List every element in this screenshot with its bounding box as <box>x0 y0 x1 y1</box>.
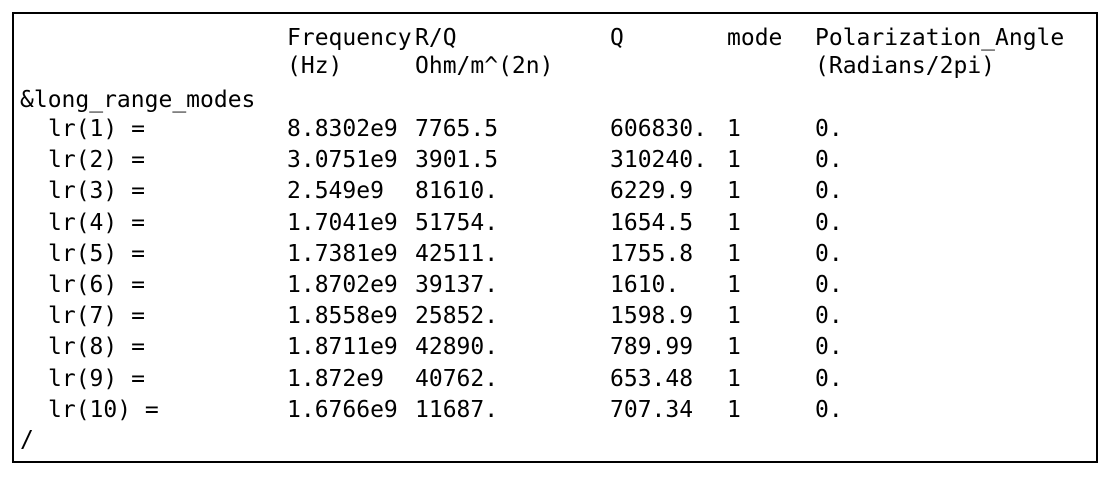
cell: 1.872e9 <box>287 365 384 392</box>
cell: 25852. <box>415 303 499 330</box>
cell: 2.549e9 <box>287 178 384 205</box>
cell: 3901.5 <box>415 147 499 174</box>
row-label: lr(2) = <box>48 147 145 174</box>
cell: 8.8302e9 <box>287 116 398 142</box>
column-header: Ohm/m^(2n) <box>415 53 554 79</box>
cell: 0. <box>815 303 843 330</box>
cell: 606830. <box>610 116 707 142</box>
column-header: Polarization_Angle <box>815 25 1065 51</box>
text-box <box>12 12 1098 463</box>
cell: 1 <box>727 396 741 423</box>
terminator: / <box>20 427 34 453</box>
cell: 1.6766e9 <box>287 396 398 423</box>
row-label: lr(9) = <box>48 365 145 392</box>
cell: 3.0751e9 <box>287 147 398 174</box>
cell: 789.99 <box>610 334 694 361</box>
cell: 39137. <box>415 272 499 298</box>
cell: 0. <box>815 209 843 236</box>
row-label: lr(6) = <box>48 272 145 298</box>
cell: 0. <box>815 116 843 142</box>
cell: 1654.5 <box>610 209 694 236</box>
cell: 1.8711e9 <box>287 334 398 361</box>
cell: 1.7041e9 <box>287 209 398 236</box>
cell: 51754. <box>415 209 499 236</box>
section-name: &long_range_modes <box>20 87 256 113</box>
row-label: lr(10) = <box>48 396 159 423</box>
cell: 0. <box>815 272 843 298</box>
cell: 7765.5 <box>415 116 499 142</box>
cell: 1.8702e9 <box>287 272 398 298</box>
cell: 1.8558e9 <box>287 303 398 330</box>
cell: 1 <box>727 178 741 205</box>
cell: 42511. <box>415 240 499 267</box>
cell: 42890. <box>415 334 499 361</box>
column-header: Q <box>610 25 624 51</box>
cell: 0. <box>815 147 843 174</box>
row-label: lr(7) = <box>48 303 145 330</box>
cell: 0. <box>815 334 843 361</box>
cell: 0. <box>815 396 843 423</box>
column-header: (Radians/2pi) <box>815 53 996 79</box>
cell: 1.7381e9 <box>287 240 398 267</box>
row-label: lr(1) = <box>48 116 145 142</box>
cell: 1 <box>727 240 741 267</box>
cell: 1 <box>727 209 741 236</box>
cell: 707.34 <box>610 396 694 423</box>
column-header: (Hz) <box>287 53 343 79</box>
cell: 0. <box>815 240 843 267</box>
cell: 40762. <box>415 365 499 392</box>
row-label: lr(3) = <box>48 178 145 205</box>
cell: 310240. <box>610 147 707 174</box>
cell: 1 <box>727 116 741 142</box>
cell: 1755.8 <box>610 240 694 267</box>
cell: 653.48 <box>610 365 694 392</box>
cell: 1610. <box>610 272 680 298</box>
cell: 0. <box>815 178 843 205</box>
cell: 1 <box>727 303 741 330</box>
column-header: R/Q <box>415 25 457 51</box>
cell: 1598.9 <box>610 303 694 330</box>
cell: 1 <box>727 365 741 392</box>
cell: 6229.9 <box>610 178 694 205</box>
cell: 0. <box>815 365 843 392</box>
row-label: lr(5) = <box>48 240 145 267</box>
cell: 81610. <box>415 178 499 205</box>
cell: 1 <box>727 147 741 174</box>
cell: 1 <box>727 334 741 361</box>
row-label: lr(8) = <box>48 334 145 361</box>
column-header: mode <box>727 25 783 51</box>
column-header: Frequency <box>287 25 412 51</box>
row-label: lr(4) = <box>48 209 145 236</box>
cell: 1 <box>727 272 741 298</box>
cell: 11687. <box>415 396 499 423</box>
